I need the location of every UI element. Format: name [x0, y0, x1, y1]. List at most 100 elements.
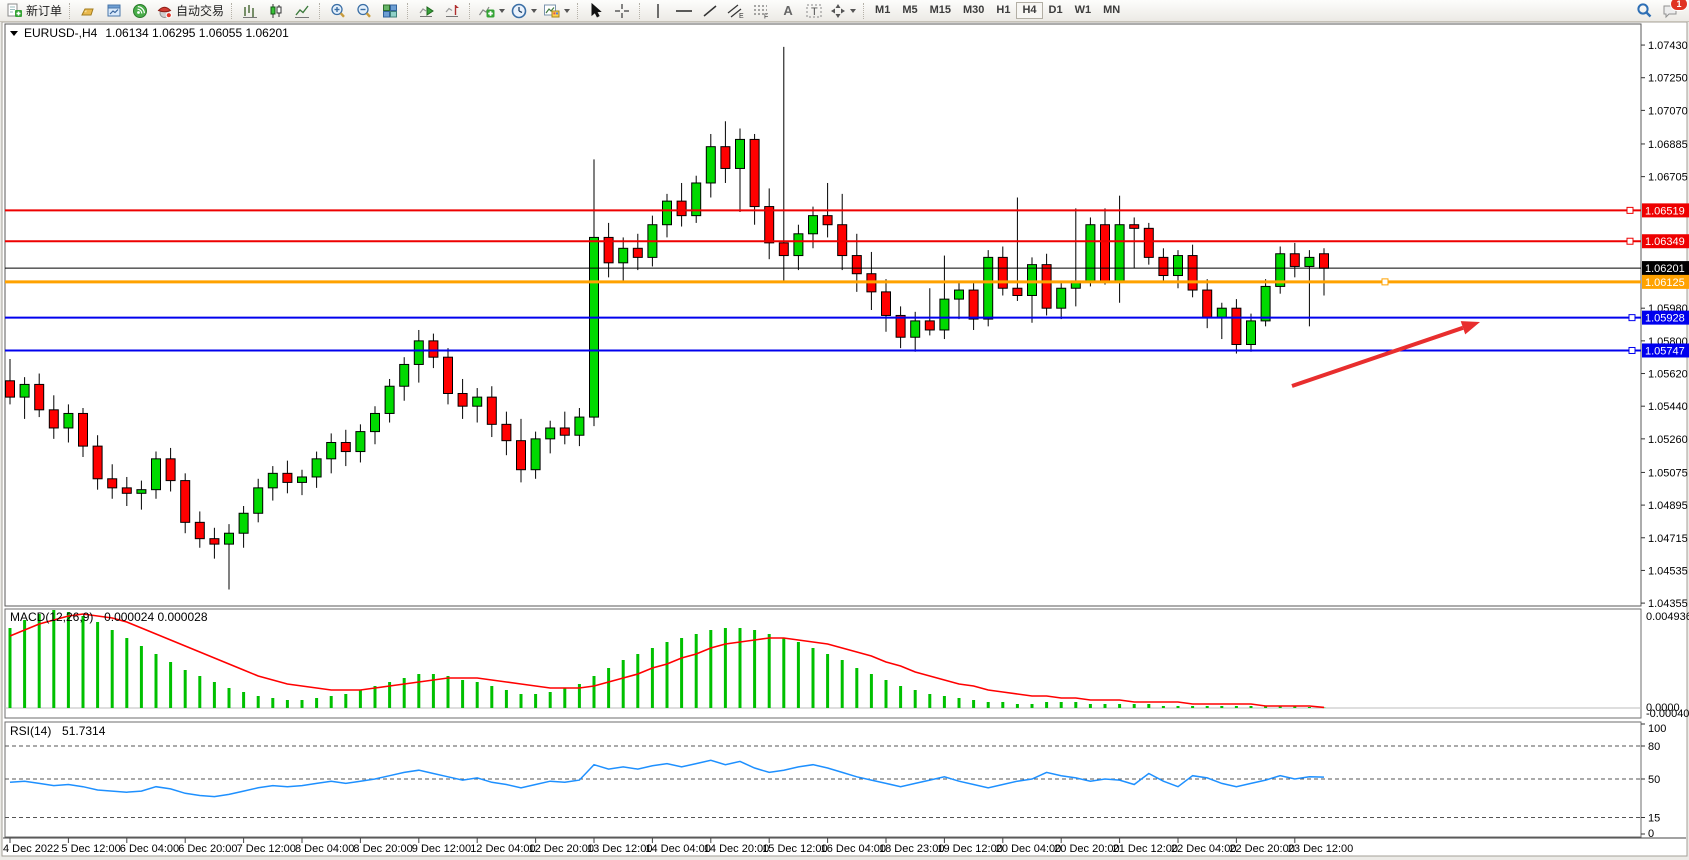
candle-body	[34, 383, 45, 411]
chart-shift-button[interactable]	[439, 1, 465, 21]
candle-body	[808, 215, 818, 235]
timeframe-m5[interactable]: M5	[902, 4, 918, 16]
main-toolbar: 新订单 自动交易	[0, 0, 1689, 22]
line-handle[interactable]	[1626, 237, 1634, 245]
time-tick-label: 14 Dec 04:00	[645, 843, 710, 855]
expert-hat-icon	[157, 6, 172, 18]
time-tick-label: 22 Dec 04:00	[1171, 843, 1236, 855]
rsi-scale-label: 15	[1648, 813, 1660, 825]
new-order-button[interactable]: 新订单	[3, 1, 65, 21]
price-tick-label: 1.07250	[1648, 73, 1688, 85]
candlestick-chart-button[interactable]	[263, 1, 289, 21]
templates-button[interactable]	[540, 1, 573, 21]
time-tick-label: 12 Dec 04:00	[470, 843, 535, 855]
chart-shift-icon	[445, 4, 460, 17]
chart-window-icon	[107, 4, 121, 16]
tile-windows-button[interactable]	[377, 1, 403, 21]
candle-body	[1304, 256, 1315, 267]
timeframe-m1[interactable]: M1	[875, 4, 891, 16]
text-label-button[interactable]: T	[801, 1, 827, 21]
text-button[interactable]: A	[775, 1, 801, 21]
toolbar-separator	[469, 2, 471, 19]
svg-text:F: F	[764, 13, 768, 19]
periods-button[interactable]	[508, 1, 540, 21]
chart-window-button[interactable]	[101, 1, 127, 21]
signal-button[interactable]	[127, 1, 153, 21]
candle-body	[516, 440, 526, 471]
candle-body	[881, 291, 891, 316]
candle-body	[1260, 285, 1271, 322]
search-button[interactable]	[1631, 1, 1657, 21]
arrows-caret-icon	[850, 8, 857, 13]
candle-body	[822, 215, 833, 226]
time-tick-label: 23 Dec 12:00	[1288, 843, 1353, 855]
candle-body	[151, 458, 161, 491]
line-chart-button[interactable]	[289, 1, 315, 21]
trendline-icon	[703, 4, 717, 17]
timeframe-h1[interactable]: H1	[996, 4, 1011, 16]
crosshair-button[interactable]	[609, 1, 635, 21]
vertical-line-button[interactable]	[645, 1, 671, 21]
candle-body	[1027, 264, 1037, 296]
time-tick-label: 15 Dec 12:00	[762, 843, 827, 855]
candle-body	[1158, 256, 1169, 277]
arrows-button[interactable]	[827, 1, 859, 21]
candle-body	[968, 289, 979, 320]
candle-body	[1231, 307, 1242, 345]
timeframe-m15[interactable]: M15	[929, 4, 951, 16]
notification-badge: 1	[1670, 0, 1688, 11]
line-handle[interactable]	[1626, 206, 1634, 214]
candle-body	[443, 356, 453, 394]
cursor-button[interactable]	[583, 1, 609, 21]
rsi-value: 51.7314	[62, 724, 106, 738]
zoom-out-button[interactable]	[351, 1, 377, 21]
autotrading-button[interactable]: 自动交易	[153, 1, 227, 21]
horizontal-line-button[interactable]	[671, 1, 697, 21]
price-tick-label: 1.05620	[1648, 369, 1688, 381]
price-chip-label: 1.05747	[1645, 345, 1685, 357]
price-tick-label: 1.07070	[1648, 105, 1688, 117]
trendline-button[interactable]	[697, 1, 723, 21]
candle-body	[472, 396, 483, 407]
timeframe-d1[interactable]: D1	[1048, 4, 1063, 16]
line-handle[interactable]	[1381, 278, 1389, 286]
auto-scroll-button[interactable]	[413, 1, 439, 21]
timeframe-m30[interactable]: M30	[963, 4, 985, 16]
notifications-button[interactable]: 1	[1657, 0, 1688, 21]
candle-body	[92, 445, 103, 480]
candle-body	[603, 236, 614, 264]
time-tick-label: 13 Dec 12:00	[587, 843, 652, 855]
candlestick-icon	[270, 3, 282, 18]
price-chip-label: 1.05928	[1645, 313, 1685, 325]
candle-body	[574, 416, 585, 436]
candle-body	[209, 538, 220, 545]
add-indicator-button[interactable]	[475, 1, 508, 21]
price-chip-label: 1.06519	[1645, 205, 1685, 217]
symbol-dropdown-icon[interactable]	[10, 30, 18, 36]
timeframe-mn[interactable]: MN	[1103, 4, 1121, 16]
candle-body	[370, 412, 380, 433]
candle-body	[413, 340, 424, 365]
zoom-in-button[interactable]	[325, 1, 351, 21]
time-tick-label: 16 Dec 04:00	[821, 843, 886, 855]
trend-arrow-line[interactable]	[1291, 325, 1464, 388]
equidistant-channel-button[interactable]: E	[723, 1, 749, 21]
trend-arrow-head[interactable]	[1460, 321, 1480, 335]
candle-body	[19, 383, 30, 398]
candle-body	[705, 146, 716, 184]
line-handle[interactable]	[1628, 346, 1636, 354]
timeframe-h4[interactable]: H4	[1016, 2, 1043, 19]
time-tick-label: 8 Dec 20:00	[353, 843, 412, 855]
bar-chart-button[interactable]	[237, 1, 263, 21]
candle-body	[267, 472, 278, 489]
price-tick-label: 1.04715	[1648, 533, 1688, 545]
line-handle[interactable]	[1628, 314, 1636, 322]
line-chart-icon	[295, 5, 310, 18]
fibonacci-button[interactable]: F	[749, 1, 775, 21]
price-chip-label: 1.06125	[1645, 277, 1685, 289]
candle-body	[837, 224, 848, 257]
gold-button[interactable]	[75, 1, 101, 21]
timeframe-w1[interactable]: W1	[1074, 4, 1092, 16]
price-tick-label: 1.04535	[1648, 565, 1688, 577]
